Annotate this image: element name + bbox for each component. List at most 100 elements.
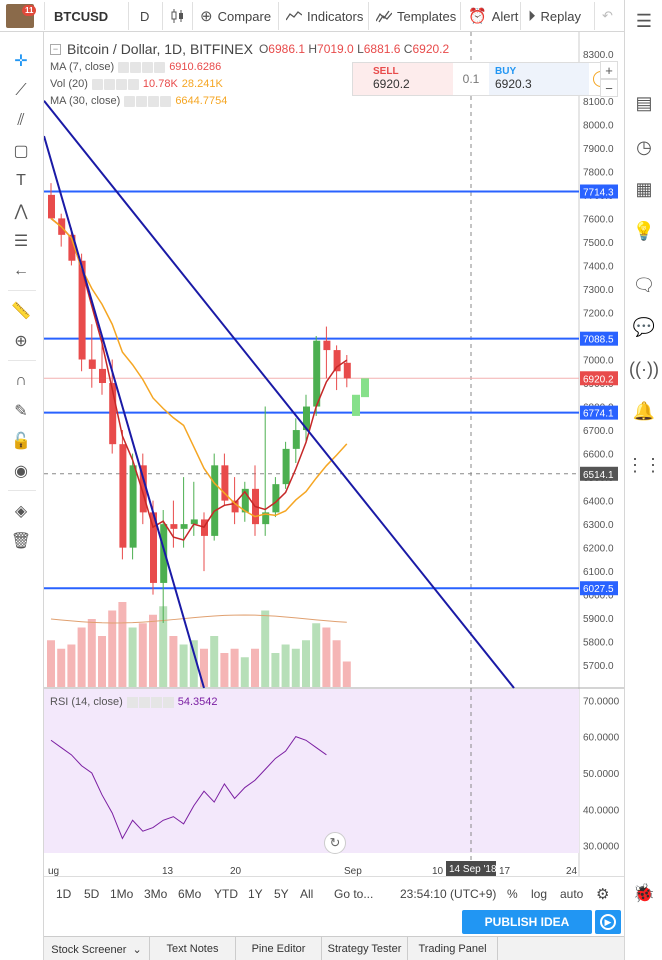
trash-icon[interactable]: 🗑 bbox=[10, 533, 32, 550]
plus-circle-icon: ⊕ bbox=[200, 8, 213, 25]
indicators-button[interactable]: Indicators bbox=[286, 0, 363, 32]
tab-stock-screener[interactable]: Stock Screener ⌄ bbox=[44, 937, 150, 960]
templates-button[interactable]: Templates bbox=[376, 0, 456, 32]
alert-label: Alert bbox=[491, 8, 519, 24]
more-grid-icon[interactable]: ⋮⋮ bbox=[626, 454, 662, 475]
alert-button[interactable]: ⏰ Alert bbox=[468, 0, 518, 32]
chart-style-button[interactable] bbox=[170, 0, 186, 32]
legend-controls[interactable] bbox=[91, 78, 139, 90]
range-6m-button[interactable]: 6Mo bbox=[178, 887, 202, 901]
symbol-search-button[interactable]: BTCUSD bbox=[54, 0, 108, 32]
volume-bar bbox=[332, 640, 341, 687]
replay-button[interactable]: ⏵ Replay bbox=[528, 0, 581, 32]
range-3m-button[interactable]: 3Mo bbox=[144, 887, 168, 901]
price-tag bbox=[580, 581, 618, 596]
percent-scale-button[interactable]: % bbox=[507, 887, 518, 901]
ma7-legend[interactable]: MA (7, close) 6910.6286 bbox=[50, 61, 221, 73]
undo-button[interactable]: ↶ bbox=[602, 0, 613, 32]
news-icon[interactable]: ▤ bbox=[635, 92, 653, 113]
ideas-lightbulb-icon[interactable]: 💡 bbox=[632, 220, 656, 241]
tab-pine-editor[interactable]: Pine Editor bbox=[236, 937, 322, 960]
publish-expand-button[interactable]: ▶ bbox=[595, 910, 621, 934]
buy-button[interactable]: BUY 6920.3 bbox=[489, 63, 589, 95]
bug-report-icon[interactable]: 🐞 bbox=[632, 882, 656, 903]
replay-icon: ⏵ bbox=[528, 7, 536, 25]
publish-idea-button[interactable]: PUBLISH IDEA bbox=[462, 910, 592, 934]
text-tool-icon[interactable]: T bbox=[16, 172, 26, 189]
legend-controls[interactable] bbox=[118, 61, 166, 73]
range-1d-button[interactable]: 1D bbox=[56, 887, 72, 901]
lock-icon[interactable]: 🔓 bbox=[11, 433, 31, 450]
zoom-in-button[interactable]: + bbox=[600, 61, 618, 79]
pattern-icon[interactable]: ⋀ bbox=[14, 203, 28, 220]
range-1y-button[interactable]: 1Y bbox=[248, 887, 263, 901]
layers-icon[interactable]: ◈ bbox=[14, 503, 28, 520]
back-arrow-icon[interactable]: ← bbox=[13, 262, 29, 279]
price-axis-label: 6400.0 bbox=[583, 497, 614, 508]
trend-line bbox=[44, 100, 515, 689]
sell-label: SELL bbox=[373, 66, 399, 77]
tab-trading-panel[interactable]: Trading Panel bbox=[408, 937, 498, 960]
notifications-bell-icon[interactable]: 🔔 bbox=[632, 400, 656, 421]
alarm-clock-icon: ⏰ bbox=[468, 8, 487, 25]
zoom-out-button[interactable]: − bbox=[600, 79, 618, 97]
price-chart[interactable]: 8300.08200.08100.08000.07900.07800.07700… bbox=[44, 32, 624, 908]
candle-body bbox=[78, 260, 86, 360]
interval-button[interactable]: D bbox=[140, 0, 149, 32]
legend-controls[interactable] bbox=[126, 696, 174, 708]
rsi-legend[interactable]: RSI (14, close) 54.3542 bbox=[50, 696, 218, 708]
price-tag-label: 6774.1 bbox=[583, 409, 614, 420]
chat-icon[interactable]: 🗨 bbox=[632, 274, 656, 295]
rsi-axis-label: 40.0000 bbox=[583, 805, 620, 816]
fib-tool-icon[interactable]: ⫽ bbox=[17, 112, 25, 129]
chart-area[interactable]: 8300.08200.08100.08000.07900.07800.07700… bbox=[44, 32, 624, 908]
range-all-button[interactable]: All bbox=[300, 887, 314, 901]
volume-ma-value: 28.241K bbox=[181, 78, 223, 90]
calendar-icon[interactable]: ▦ bbox=[635, 178, 653, 199]
watchlist-icon[interactable]: ☰ bbox=[635, 10, 653, 31]
buy-sell-panel: SELL 6920.2 0.1 BUY 6920.3 i bbox=[352, 62, 614, 96]
ma30-legend[interactable]: MA (30, close) 6644.7754 bbox=[50, 95, 227, 107]
rectangle-icon[interactable]: ▢ bbox=[13, 143, 29, 160]
spread-value: 0.1 bbox=[462, 72, 480, 86]
compare-button[interactable]: ⊕ Compare bbox=[200, 0, 271, 32]
tab-strategy-tester[interactable]: Strategy Tester bbox=[322, 937, 408, 960]
rsi-axis-label: 50.0000 bbox=[583, 769, 620, 780]
log-scale-button[interactable]: log bbox=[531, 887, 548, 901]
time-axis-label: Sep bbox=[344, 866, 362, 877]
price-axis-label: 5700.0 bbox=[583, 661, 614, 672]
price-tag bbox=[580, 466, 618, 481]
magnet-icon[interactable]: ∩ bbox=[15, 372, 27, 389]
settings-gear-icon[interactable]: ⚙ bbox=[596, 886, 610, 903]
price-tag bbox=[580, 371, 618, 386]
broadcast-icon[interactable]: ((·)) bbox=[629, 358, 659, 379]
range-5y-button[interactable]: 5Y bbox=[274, 887, 289, 901]
trend-line bbox=[44, 135, 205, 689]
range-1m-button[interactable]: 1Mo bbox=[110, 887, 134, 901]
auto-scale-button[interactable]: auto bbox=[560, 887, 584, 901]
alerts-clock-icon[interactable]: ◷ bbox=[636, 136, 652, 157]
clock-timezone[interactable]: 23:54:10 (UTC+9) bbox=[400, 887, 497, 901]
trend-line-icon[interactable]: ⟋ bbox=[15, 82, 27, 99]
sell-button[interactable]: SELL 6920.2 bbox=[353, 63, 453, 95]
messages-icon[interactable]: 💬 bbox=[632, 316, 656, 337]
range-ytd-button[interactable]: YTD bbox=[214, 887, 238, 901]
prediction-icon[interactable]: ☰ bbox=[13, 233, 29, 250]
crosshair-icon[interactable]: ✛ bbox=[14, 53, 28, 70]
reset-scale-button[interactable]: ↻ bbox=[324, 832, 346, 854]
eye-icon[interactable]: ◉ bbox=[14, 463, 28, 480]
volume-legend[interactable]: Vol (20) 10.78K 28.241K bbox=[50, 78, 223, 90]
zoom-in-icon[interactable]: ⊕ bbox=[14, 333, 28, 350]
legend-controls[interactable] bbox=[124, 95, 172, 107]
projection-box bbox=[352, 394, 360, 416]
goto-button[interactable]: Go to... bbox=[334, 887, 374, 901]
ruler-icon[interactable]: 📏 bbox=[11, 303, 31, 320]
range-5d-button[interactable]: 5D bbox=[84, 887, 100, 901]
collapse-toggle[interactable]: − bbox=[50, 43, 61, 55]
price-axis-label: 8000.0 bbox=[583, 120, 614, 131]
stay-drawing-icon[interactable]: ✎ bbox=[14, 403, 28, 420]
price-tag-label: 6027.5 bbox=[583, 584, 614, 595]
tab-text-notes[interactable]: Text Notes bbox=[150, 937, 236, 960]
rsi-axis-label: 30.0000 bbox=[583, 842, 620, 853]
crosshair-date-tag bbox=[446, 861, 496, 876]
